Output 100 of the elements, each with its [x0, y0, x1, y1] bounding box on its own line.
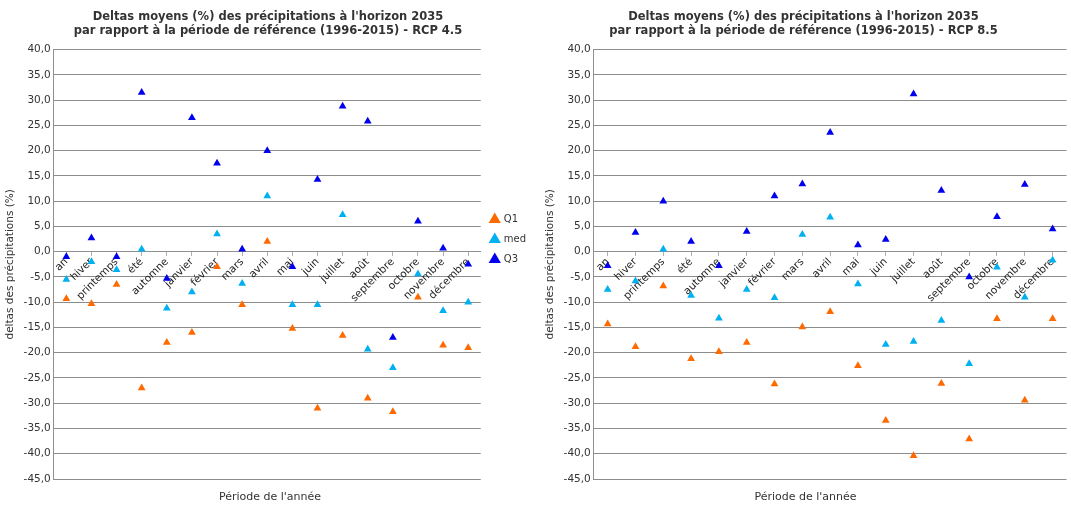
point — [881, 340, 890, 347]
y-tick-label: 30,0 — [567, 92, 591, 105]
y-tick-label: -5,0 — [570, 269, 591, 282]
point — [715, 347, 723, 354]
y-tick-label: 10,0 — [567, 193, 591, 206]
point — [87, 233, 96, 241]
y-axis-title: deltas des précipitations (%) — [543, 189, 556, 340]
y-tick-label: 5,0 — [34, 219, 51, 232]
point — [965, 359, 974, 367]
x-axis-title: Période de l'année — [753, 490, 858, 503]
point — [388, 407, 397, 415]
point — [937, 379, 946, 386]
point — [798, 230, 807, 237]
y-tick-label: -25,0 — [563, 370, 591, 383]
y-tick-label: 25,0 — [27, 118, 51, 131]
point — [137, 383, 146, 391]
point — [363, 116, 372, 124]
y-tick-label: -15,0 — [563, 320, 591, 333]
y-tick-label: 0,0 — [574, 244, 591, 257]
point — [937, 186, 946, 193]
point — [188, 328, 196, 335]
point — [854, 279, 862, 287]
y-tick-label: -40,0 — [563, 446, 591, 459]
point — [1048, 314, 1057, 322]
point — [62, 252, 71, 259]
point — [238, 244, 247, 252]
y-tick-label: -20,0 — [23, 345, 51, 358]
point — [162, 338, 171, 345]
point — [715, 313, 723, 321]
y-tick-label: -5,0 — [30, 269, 51, 282]
y-tick-label: 30,0 — [27, 92, 51, 105]
point — [1048, 224, 1057, 232]
point — [313, 403, 322, 411]
point — [909, 337, 918, 344]
y-tick-label: 5,0 — [574, 219, 591, 232]
point — [909, 89, 918, 97]
chart-title: Deltas moyens (%) des précipitations à l'horizon 2035 par rapport à la période de référence (1996-2015) - RCP 4.5 — [73, 8, 463, 37]
point — [993, 314, 1001, 322]
y-tick-label: -35,0 — [563, 421, 591, 434]
point — [909, 451, 918, 459]
point — [363, 344, 372, 352]
point — [288, 300, 297, 307]
point — [414, 216, 422, 224]
x-axis-title: Période de l'année — [217, 490, 323, 503]
legend-label: Q1 — [503, 213, 518, 225]
point — [798, 322, 807, 330]
point — [162, 303, 171, 311]
y-tick-label: -15,0 — [23, 320, 51, 333]
y-tick-label: 20,0 — [567, 143, 591, 156]
y-tick-label: 40,0 — [27, 42, 51, 55]
y-tick-label: 35,0 — [27, 67, 51, 80]
point — [881, 235, 890, 242]
point — [854, 361, 862, 369]
y-tick-label: -10,0 — [563, 294, 591, 307]
point — [937, 315, 946, 323]
y-tick-label: 35,0 — [567, 67, 591, 80]
point — [263, 146, 272, 153]
point — [742, 338, 751, 345]
point — [338, 210, 347, 218]
point — [288, 323, 297, 331]
point — [631, 342, 640, 349]
point — [798, 179, 807, 187]
point — [238, 300, 247, 307]
point — [213, 229, 221, 237]
point — [338, 331, 347, 338]
y-tick-label: -20,0 — [563, 345, 591, 358]
point — [603, 285, 612, 292]
point — [238, 279, 247, 286]
y-tick-label: 40,0 — [567, 42, 591, 55]
x-tick-label: an — [51, 254, 70, 273]
point — [62, 294, 71, 301]
point — [826, 212, 835, 220]
y-tick-label: 20,0 — [27, 143, 51, 156]
y-tick-label: 10,0 — [27, 193, 51, 206]
point — [388, 333, 397, 340]
point — [993, 212, 1001, 220]
point — [965, 434, 974, 442]
point — [770, 191, 779, 199]
point — [770, 293, 779, 300]
point — [631, 227, 640, 235]
point — [826, 307, 835, 315]
point — [263, 237, 272, 244]
point — [313, 300, 322, 307]
y-axis-title: deltas des précipitations (%) — [3, 189, 16, 340]
point — [881, 415, 890, 423]
point — [687, 237, 695, 244]
point — [313, 174, 322, 182]
point — [188, 113, 196, 121]
point — [213, 158, 221, 166]
y-tick-label: -30,0 — [563, 395, 591, 408]
point — [464, 343, 473, 350]
x-tick-label: an — [593, 254, 612, 273]
legend-label: med — [503, 233, 527, 245]
y-tick-label: -35,0 — [23, 421, 51, 434]
chart-title: Deltas moyens (%) des précipitations à l'horizon 2035 par rapport à la période de référence (1996-2015) - RCP 8.5 — [609, 8, 998, 37]
y-tick-label: 15,0 — [567, 168, 591, 181]
y-tick-label: -45,0 — [563, 471, 591, 484]
y-tick-label: -25,0 — [23, 370, 51, 383]
point — [770, 379, 779, 387]
point — [137, 88, 146, 95]
